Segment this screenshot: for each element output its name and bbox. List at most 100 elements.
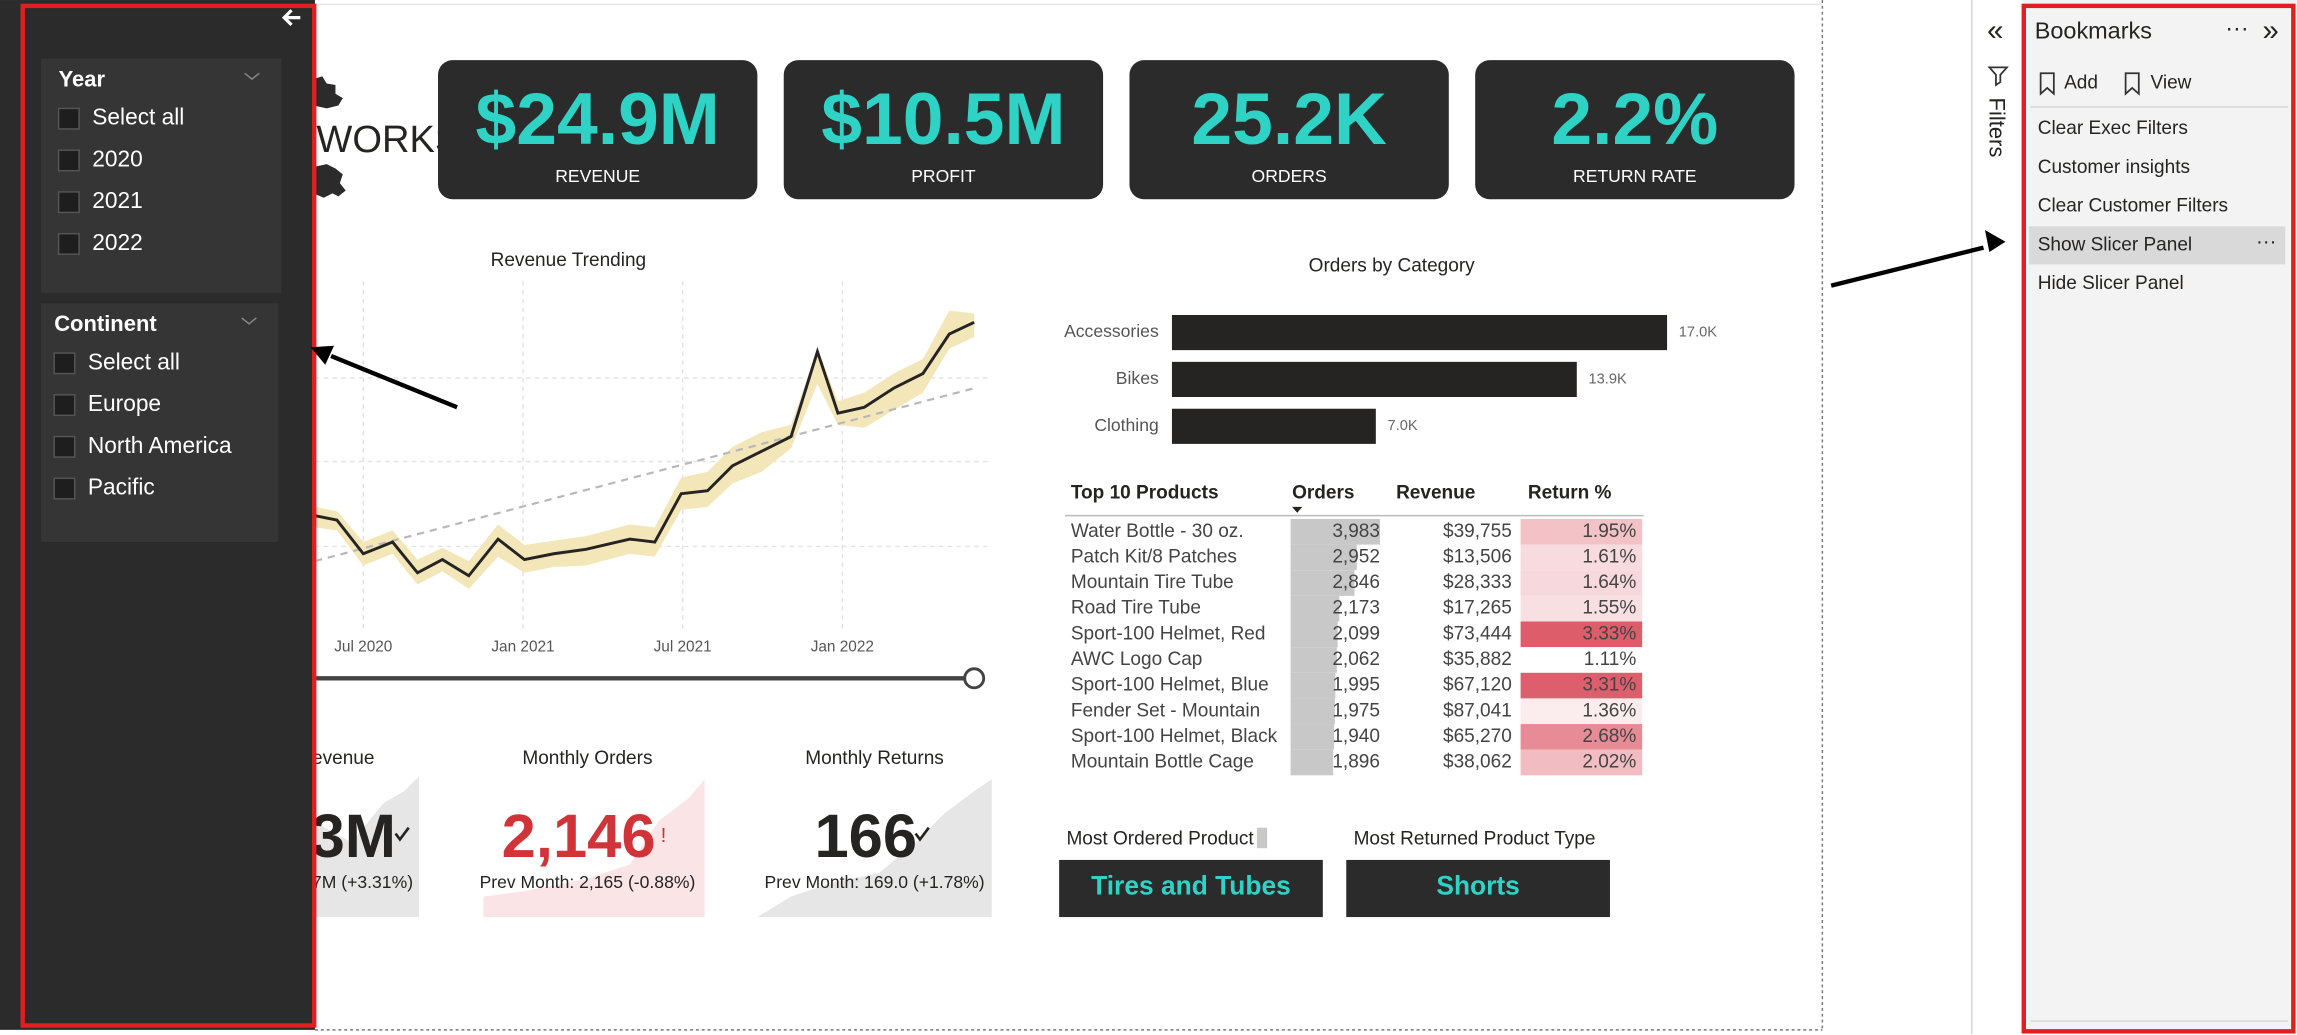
data-bar [1290,749,1334,776]
bookmark-item[interactable]: Clear Exec Filters [2038,118,2188,139]
sparkline-area [757,779,992,918]
revenue-cell: $35,882 [1443,649,1512,670]
kpi-card [1129,60,1449,200]
return-text: 1.95% [1582,521,1636,542]
slicer-option[interactable]: Select all [88,348,180,374]
return-cell [1520,570,1643,596]
category-label: Clothing [1094,415,1158,435]
category-label: Accessories [1064,321,1159,341]
slicer-option[interactable]: Select all [92,104,184,130]
more-options[interactable]: ··· [2225,15,2248,41]
bookmark-item[interactable]: Clear Customer Filters [2038,196,2228,217]
slicer-option[interactable]: 2020 [92,145,142,171]
slicer-card [41,303,279,543]
return-text: 1.11% [1584,649,1637,670]
slicer-option[interactable]: Pacific [88,474,155,500]
column-header[interactable]: Top 10 Products [1071,483,1219,504]
checkbox[interactable] [53,477,76,500]
checkbox[interactable] [57,149,80,172]
dropdown-chevron[interactable] [241,317,257,325]
arrow [1830,245,1985,288]
column-header[interactable]: Revenue [1396,483,1475,504]
revenue-cell: $67,120 [1443,675,1512,696]
column-header[interactable]: Return % [1528,483,1612,504]
checkbox[interactable] [57,107,80,130]
bookmark-item[interactable]: Customer insights [2038,157,2190,178]
slider-handle[interactable] [963,667,986,690]
slicer-option[interactable]: Europe [88,390,161,416]
slicer-option[interactable]: 2021 [92,187,142,213]
collapse-filters[interactable]: « [1987,14,2003,47]
trend-line [314,387,975,563]
checkbox[interactable] [53,394,76,417]
orders-cell: 3,983 [1332,521,1380,542]
category-label: Bikes [1116,368,1159,388]
kpi-value: $10.5M [821,78,1065,160]
bookmark-item[interactable]: Hide Slicer Panel [2038,273,2184,294]
bookmark-list: Add View Clear Exec Filters Customer insigh… [2028,73,2286,294]
checkbox[interactable] [57,191,80,214]
data-bar [1290,518,1380,545]
x-tick-label: Jul 2021 [654,639,712,656]
product-name: AWC Logo Cap [1071,649,1203,670]
checkbox[interactable] [53,435,76,458]
revenue-cell: $38,062 [1443,752,1512,773]
product-name: Water Bottle - 30 oz. [1071,521,1244,542]
slicer-title: Continent [54,311,157,336]
orders-cell: 1,975 [1332,700,1380,721]
check-icon [394,826,410,842]
highlight-label: Most Ordered Product [1066,828,1254,849]
dropdown-chevron[interactable] [244,72,260,81]
slicer-option[interactable]: North America [88,432,232,458]
bar [1171,314,1668,351]
product-name: Sport-100 Helmet, Red [1071,623,1266,644]
column-header[interactable]: Orders [1292,483,1354,504]
x-tick-label: Jul 2020 [334,639,392,656]
revenue-cell: $65,270 [1443,726,1512,747]
return-cell [1520,595,1643,622]
filter-icon [1987,66,2009,87]
kpi-value: 2.2% [1551,78,1718,160]
checkbox[interactable] [57,232,80,255]
product-name: Mountain Tire Tube [1071,572,1234,593]
data-bar [1290,724,1335,750]
back-button[interactable] [281,9,301,27]
return-cell [1520,672,1643,699]
orders-cell: 2,099 [1332,623,1380,644]
product-name: Fender Set - Mountain [1071,700,1260,721]
view-icon [2124,72,2140,96]
data-bar [1290,544,1357,571]
return-text: 3.33% [1582,623,1636,644]
bookmark-action[interactable]: View [2151,73,2192,94]
data-bar [1290,647,1337,673]
bookmark-action[interactable]: Add [2064,73,2098,94]
x-tick-label: Jan 2022 [811,639,874,656]
revenue-cell: $73,444 [1443,623,1512,644]
checkbox[interactable] [53,352,76,375]
filters-label[interactable]: Filters [1984,98,2009,158]
bar [1171,361,1577,398]
kpi-value: 25.2K [1191,78,1387,160]
highlight-value: Shorts [1436,871,1519,901]
card-comparison: Prev Month: 2,165 (-0.88%) [480,872,696,892]
revenue-cell: $87,041 [1443,700,1512,721]
collapse-bookmarks[interactable]: » [2262,14,2278,47]
bookmark-item[interactable]: Show Slicer Panel [2038,234,2192,255]
slicer-option[interactable]: 2022 [92,229,142,255]
sparkline-area [312,776,419,918]
chart-title: Revenue Trending [491,250,647,271]
return-text: 1.36% [1582,700,1636,721]
return-text: 1.61% [1582,546,1636,567]
return-text: 3.31% [1582,675,1636,696]
bookmark-more[interactable]: ··· [2256,230,2276,253]
return-text: 1.55% [1582,598,1636,619]
slicer-card [41,58,282,294]
revenue-cell: $28,333 [1443,572,1512,593]
sort-indicator [1292,506,1303,513]
return-cell [1520,647,1643,673]
card-alert: ! [661,824,667,847]
add-icon [2039,72,2055,96]
arrow [330,353,458,410]
